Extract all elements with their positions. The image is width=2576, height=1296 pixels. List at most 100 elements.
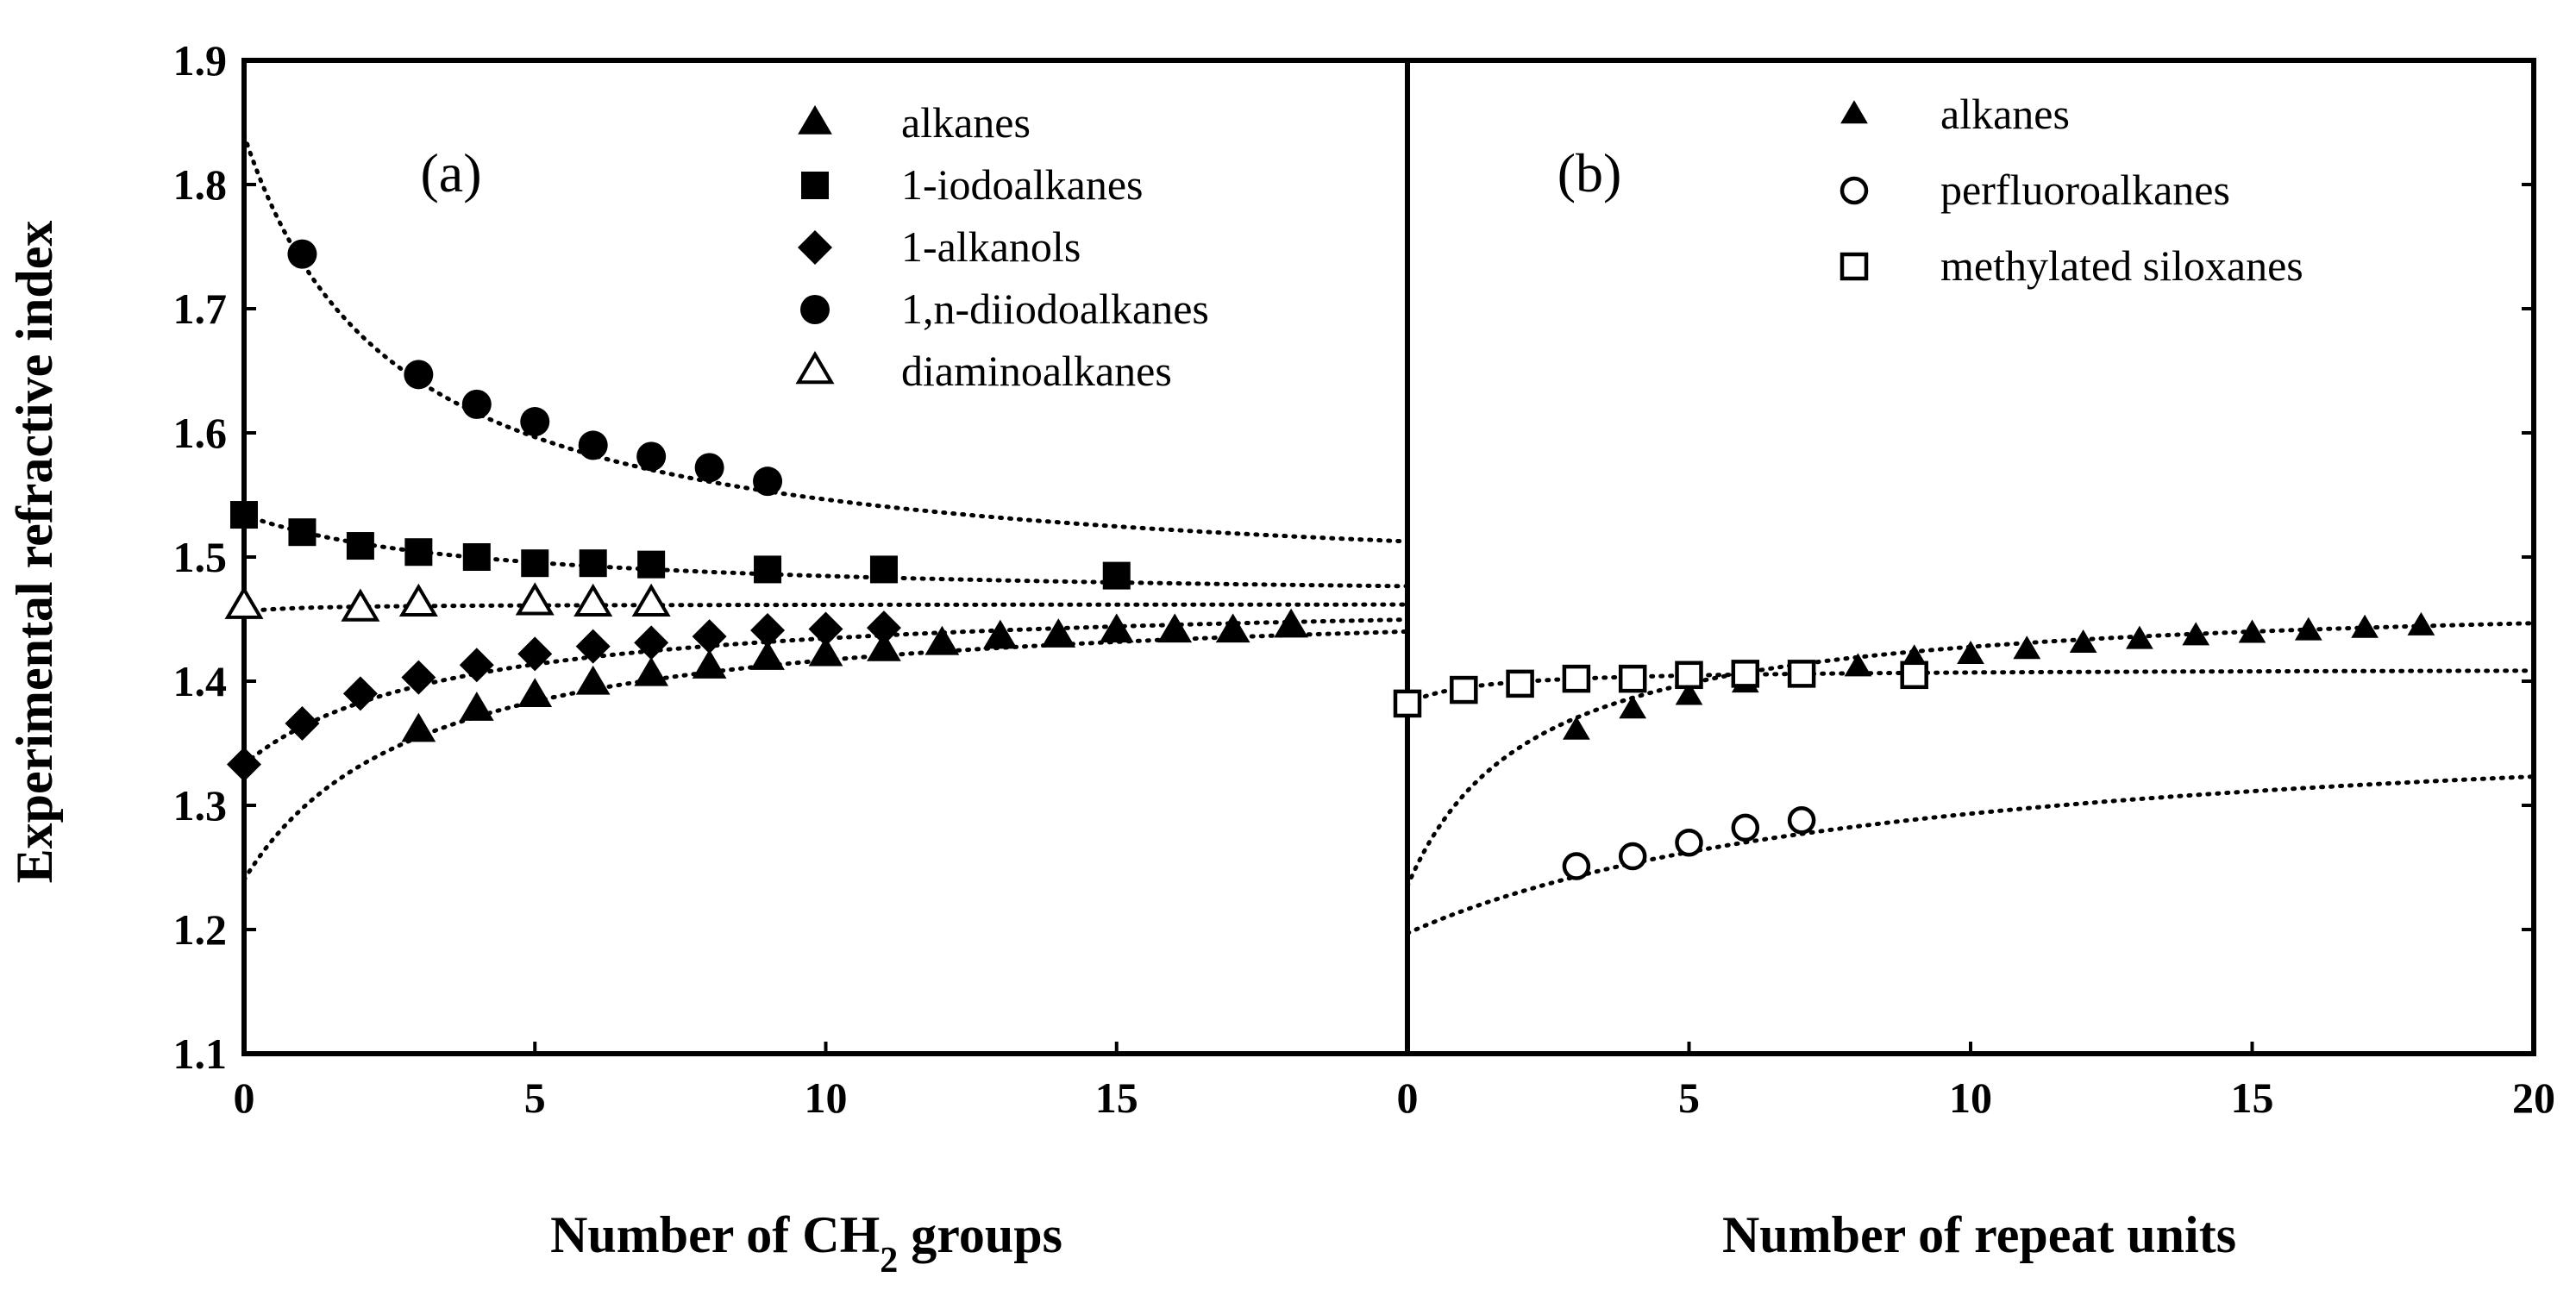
a-1-alkanols-point — [808, 611, 843, 647]
a-1-alkanols-point — [517, 636, 553, 672]
b-legend-alkanes-marker — [1840, 100, 1868, 124]
a-1-alkanols-point — [401, 660, 436, 695]
a-alkanes-point — [401, 712, 436, 742]
b-x-tick-label: 20 — [2512, 1074, 2555, 1122]
a-1-iodoalkanes-point — [637, 550, 666, 579]
b-x-tick-label: 15 — [2231, 1074, 2274, 1122]
a-1-n-diiodoalkanes-point — [404, 360, 434, 390]
b-alkanes-point — [2013, 635, 2041, 660]
b-methylated-siloxanes-point — [1618, 664, 1647, 693]
b-alkanes-point — [2351, 614, 2379, 638]
b-alkanes-point — [1619, 695, 1647, 719]
a-legend-1-iodoalkanes-label: 1-iodoalkanes — [901, 160, 1143, 209]
a-alkanes-point — [1215, 613, 1250, 643]
b-perfluoroalkanes-point — [1562, 852, 1591, 880]
a-1-iodoalkanes-point — [869, 555, 898, 584]
a-x-tick-label: 5 — [524, 1074, 546, 1122]
a-legend-1-n-diiodoalkanes-label: 1,n-diiodoalkanes — [901, 285, 1209, 333]
a-1-iodoalkanes-point — [754, 555, 782, 584]
a-1-alkanols-point — [575, 629, 611, 664]
a-1-alkanols-point — [866, 610, 901, 646]
a-1-iodoalkanes-point — [404, 538, 433, 567]
a-1-alkanols-point — [634, 625, 669, 661]
a-1-alkanols-point — [285, 705, 320, 741]
b-legend-methylated-siloxanes-label: methylated siloxanes — [1940, 241, 2303, 290]
a-alkanes-point — [808, 636, 843, 667]
b-alkanes-point — [2238, 619, 2266, 643]
legend: alkanes 1-iodoalkanes 1-alkanols 1,n-diiodo… — [795, 90, 2303, 395]
b-legend-methylated-siloxanes-marker — [1840, 252, 1869, 281]
x-axis-title-a-suffix: groups — [898, 1206, 1062, 1263]
b-methylated-siloxanes-point — [1787, 660, 1816, 688]
a-diaminoalkanes-point — [398, 583, 438, 617]
a-x-tick-label: 0 — [234, 1074, 255, 1122]
a-alkanes-point — [1274, 608, 1308, 638]
a-legend-1-alkanols-label: 1-alkanols — [901, 222, 1081, 271]
x-axis-title-b: Number of repeat units — [1722, 1206, 2236, 1263]
a-1-alkanols-point — [750, 612, 786, 648]
a-1-n-diiodoalkanes-fit-curve — [241, 132, 1410, 544]
a-1-alkanols-point — [459, 648, 494, 683]
y-tick-label: 1.1 — [173, 1030, 228, 1078]
a-1-n-diiodoalkanes-point — [287, 239, 317, 269]
x-axis-title-a: Number of CH2 groups — [550, 1206, 1062, 1280]
y-tick-label: 1.7 — [173, 285, 228, 333]
b-x-tick-label: 0 — [1397, 1074, 1419, 1122]
a-1-alkanols-point — [227, 747, 261, 782]
b-perfluoroalkanes-point — [1731, 813, 1760, 842]
b-methylated-siloxanes-point — [1393, 689, 1422, 718]
a-1-n-diiodoalkanes-point — [520, 407, 550, 437]
a-1-iodoalkanes-point — [579, 549, 607, 578]
a-alkanes-point — [575, 665, 611, 695]
axis-ticks: 0 5 10 15 0 5 10 15 20 1.1 1.2 1.3 1.4 1.5 1.6 1.7 1.8 1.… — [173, 36, 2556, 1122]
b-methylated-siloxanes-point — [1900, 661, 1928, 690]
a-1-n-diiodoalkanes-point — [461, 389, 492, 419]
a-alkanes-point — [750, 641, 785, 670]
a-legend-alkanes-marker — [798, 104, 832, 135]
a-1-alkanols-point — [342, 676, 378, 711]
a-alkanes-point — [982, 619, 1018, 649]
b-methylated-siloxanes-point — [1450, 675, 1478, 704]
b-legend-perfluoroalkanes-marker — [1840, 176, 1869, 205]
b-perfluoroalkanes-point — [1787, 806, 1816, 835]
a-diaminoalkanes-fit-curve — [241, 602, 1410, 614]
a-diaminoalkanes-point — [573, 583, 613, 617]
a-1-iodoalkanes-point — [462, 543, 491, 571]
a-legend-diaminoalkanes-marker — [795, 351, 835, 385]
x-axis-title-a-text: Number of CH — [550, 1206, 880, 1263]
a-1-iodoalkanes-fit-curve — [241, 512, 1410, 589]
y-tick-label: 1.8 — [173, 160, 228, 209]
a-alkanes-point — [1157, 613, 1193, 643]
b-methylated-siloxanes-point — [1562, 664, 1591, 693]
a-alkanes-point — [459, 692, 494, 721]
b-alkanes-point — [1844, 653, 1872, 677]
a-x-tick-label: 15 — [1095, 1074, 1138, 1122]
x-axis-title-a-subscript: 2 — [880, 1241, 898, 1280]
b-perfluoroalkanes-fit-curve — [1405, 774, 2536, 936]
a-diaminoalkanes-point — [341, 588, 380, 622]
b-perfluoroalkanes-point — [1675, 828, 1703, 857]
b-legend-perfluoroalkanes-label: perfluoroalkanes — [1940, 166, 2230, 214]
b-alkanes-point — [1957, 640, 1984, 664]
a-alkanes-point — [692, 649, 727, 679]
b-x-tick-label: 10 — [1949, 1074, 1992, 1122]
a-1-iodoalkanes-point — [1102, 561, 1131, 590]
b-perfluoroalkanes-point — [1618, 842, 1647, 871]
b-legend-alkanes-label: alkanes — [1940, 90, 2070, 138]
a-legend-alkanes-label: alkanes — [901, 98, 1031, 147]
y-tick-label: 1.4 — [173, 657, 228, 705]
a-diaminoalkanes-point — [631, 583, 671, 617]
b-alkanes-point — [1675, 681, 1703, 705]
a-diaminoalkanes-point — [515, 582, 555, 616]
a-alkanes-point — [1099, 613, 1134, 643]
y-tick-label: 1.5 — [173, 533, 228, 581]
a-1-n-diiodoalkanes-point — [753, 466, 783, 497]
b-alkanes-point — [2407, 611, 2435, 635]
panel-label-a: (a) — [420, 142, 481, 203]
a-alkanes-point — [924, 625, 960, 655]
a-legend-diaminoalkanes-label: diaminoalkanes — [901, 347, 1172, 395]
y-tick-label: 1.2 — [173, 905, 228, 954]
a-1-iodoalkanes-point — [230, 501, 258, 529]
a-legend-1-alkanols-marker — [798, 230, 832, 265]
